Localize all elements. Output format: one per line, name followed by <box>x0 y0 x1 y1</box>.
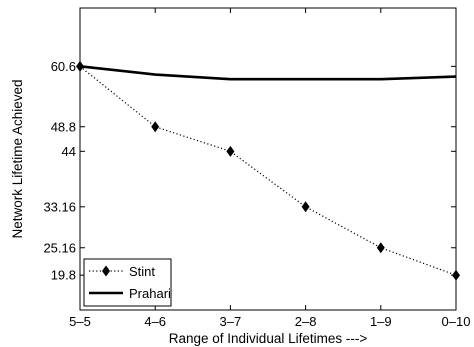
series-layer <box>76 60 460 281</box>
x-tick-label: 1–9 <box>370 314 392 329</box>
x-axis-title: Range of Individual Lifetimes ---> <box>169 331 368 346</box>
y-tick-label: 19.8 <box>51 268 76 283</box>
y-axis-title: Network Lifetime Achieved <box>10 79 25 238</box>
x-tick-label: 4–6 <box>144 314 166 329</box>
x-tick-label: 0–10 <box>442 314 471 329</box>
x-tick-label: 3–7 <box>220 314 242 329</box>
legend: Stint Prahari <box>83 258 172 307</box>
data-point-stint <box>226 145 235 157</box>
x-tick-label: 2–8 <box>295 314 317 329</box>
y-tick-label: 48.8 <box>51 119 76 134</box>
y-tick-label: 33.16 <box>43 199 76 214</box>
data-point-stint <box>301 201 310 213</box>
y-tick-label: 44 <box>62 144 76 159</box>
legend-prahari-label: Prahari <box>129 286 171 301</box>
data-point-stint <box>452 269 460 281</box>
series-line-stint <box>79 65 457 276</box>
data-point-stint <box>376 242 385 254</box>
legend-stint-marker <box>102 265 110 277</box>
x-tick-label: 5–5 <box>69 314 91 329</box>
series-line-prahari <box>79 65 457 81</box>
y-tick-label: 60.6 <box>51 59 76 74</box>
data-point-stint <box>151 121 160 133</box>
x-axis: 5–5 4–6 3–7 2–8 1–9 0–10 <box>69 8 470 329</box>
legend-box <box>83 258 172 307</box>
y-tick-label: 25.16 <box>43 240 76 255</box>
legend-stint-label: Stint <box>129 264 155 279</box>
